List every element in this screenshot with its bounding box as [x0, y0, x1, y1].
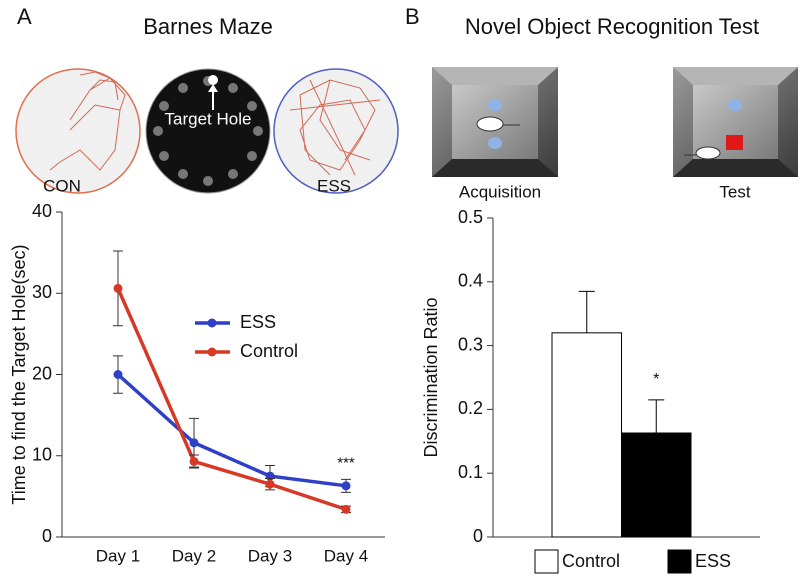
annotation: * — [653, 371, 659, 388]
marker — [341, 504, 351, 514]
marker — [265, 479, 275, 489]
bar — [621, 432, 692, 538]
y-axis-label: Discrimination Ratio — [421, 297, 441, 457]
image-label: Acquisition — [459, 182, 541, 201]
object-illustrations — [432, 67, 798, 177]
y-tick-label: 0.4 — [458, 271, 483, 291]
legend-label: Control — [240, 341, 298, 361]
series-line — [116, 287, 347, 512]
legend-swatch — [667, 549, 692, 574]
x-tick-label: Day 4 — [324, 546, 368, 565]
y-tick-label: 10 — [32, 445, 52, 465]
annotation: *** — [337, 454, 355, 471]
y-tick-label: 0 — [42, 526, 52, 546]
legend-swatch — [534, 549, 559, 574]
error-bar — [578, 290, 595, 333]
legend-label: ESS — [695, 551, 731, 571]
marker — [341, 481, 351, 491]
x-tick-label: Day 1 — [96, 546, 140, 565]
marker — [189, 456, 199, 466]
image-label: Target Hole — [165, 109, 252, 128]
error-bar — [648, 399, 665, 434]
chart-title: Novel Object Recognition Test — [465, 14, 759, 39]
panel-label: A — [17, 4, 32, 29]
maze-illustrations — [15, 68, 399, 194]
y-tick-label: 20 — [32, 363, 52, 383]
x-tick-label: Day 2 — [172, 546, 216, 565]
y-tick-label: 0 — [473, 526, 483, 546]
legend-label: Control — [562, 551, 620, 571]
image-label: ESS — [317, 176, 351, 195]
series-line — [116, 373, 347, 488]
marker — [113, 283, 123, 293]
marker — [189, 438, 199, 448]
panel-label: B — [405, 4, 420, 29]
marker — [113, 370, 123, 379]
y-axis-label: Time to find the Target Hole(sec) — [9, 244, 29, 504]
image-label: CON — [43, 176, 81, 195]
y-tick-label: 40 — [32, 201, 52, 221]
y-tick-label: 30 — [32, 282, 52, 302]
y-tick-label: 0.1 — [458, 462, 483, 482]
legend-marker — [207, 318, 217, 328]
image-label: Test — [719, 182, 750, 201]
chart-title: Barnes Maze — [143, 14, 273, 39]
y-tick-label: 0.2 — [458, 398, 483, 418]
legend-label: ESS — [240, 312, 276, 332]
legend-marker — [207, 347, 217, 357]
y-tick-label: 0.5 — [458, 207, 483, 227]
bar — [551, 332, 622, 538]
x-tick-label: Day 3 — [248, 546, 292, 565]
y-tick-label: 0.3 — [458, 334, 483, 354]
